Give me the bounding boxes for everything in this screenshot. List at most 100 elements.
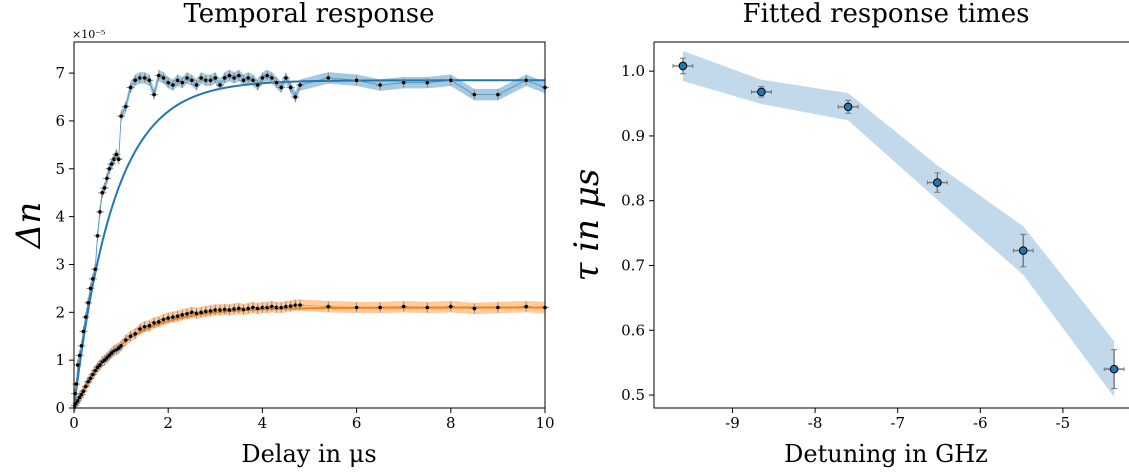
right-x-tick-label: -5: [1056, 414, 1071, 432]
left-y-tick-label: 5: [55, 160, 65, 178]
series-0-point: [204, 78, 208, 83]
tau-point: [1018, 246, 1028, 255]
left-chart-title: Temporal response: [183, 0, 434, 29]
series-1-point: [83, 384, 88, 389]
series-0-point: [496, 92, 500, 97]
series-1-point: [496, 305, 500, 310]
series-1-point: [95, 365, 100, 370]
series-1-band: [74, 299, 545, 412]
tau-band: [682, 50, 1115, 397]
right-y-tick-label: 0.7: [621, 256, 645, 274]
series-0-point: [274, 80, 279, 85]
fitted-response-times-panel: Fitted response times Detuning in GHz τ …: [567, 0, 1129, 468]
tau-point: [1109, 364, 1119, 374]
series-1-point: [260, 305, 265, 310]
series-1-point: [79, 392, 84, 397]
left-y-offset-label: ×10⁻⁵: [72, 28, 105, 41]
series-1-point: [116, 346, 121, 350]
series-0-point: [227, 73, 232, 78]
series-0-point: [91, 277, 95, 281]
series-1-point: [472, 306, 477, 311]
left-y-tick-label: 1: [55, 351, 65, 369]
tau-point: [933, 178, 942, 187]
right-chart-title: Fitted response times: [743, 0, 1030, 29]
series-0-point: [401, 80, 406, 85]
series-0-point: [222, 76, 227, 80]
series-0-point: [199, 76, 203, 80]
right-y-tick-label: 0.6: [621, 321, 645, 339]
series-1-point: [102, 358, 107, 362]
series-0-point: [279, 85, 284, 90]
right-x-tick-label: -7: [890, 414, 905, 432]
series-0-point: [232, 76, 236, 80]
series-0-point: [114, 152, 119, 157]
series-0-point: [472, 92, 477, 97]
series-0-point: [180, 80, 185, 85]
series-0-point: [265, 73, 269, 78]
series-0-point: [83, 315, 88, 319]
series-0-point: [107, 166, 112, 171]
series-0-point: [93, 267, 97, 272]
series-0-point: [116, 157, 121, 162]
series-0-point: [147, 78, 152, 83]
series-0-point: [161, 76, 166, 80]
series-0-point: [156, 73, 161, 78]
series-1-point: [81, 389, 86, 394]
series-0-point: [81, 329, 86, 334]
series-1-point: [293, 303, 298, 307]
left-x-tick-label: 6: [352, 414, 362, 432]
series-1-point: [86, 379, 90, 384]
series-1-point: [124, 338, 128, 342]
series-0-point: [119, 114, 123, 118]
series-1-point: [77, 395, 82, 400]
series-1-fit-curve: [73, 306, 546, 409]
series-1-point: [107, 353, 112, 358]
series-1-data-line: [74, 304, 546, 406]
series-0-point: [109, 162, 114, 166]
left-y-tick-label: 4: [55, 208, 65, 226]
series-0-point: [77, 353, 82, 358]
series-0-band: [74, 69, 545, 400]
left-x-tick-label: 2: [163, 414, 173, 432]
right-y-tick-label: 0.9: [621, 127, 645, 145]
series-0-point: [298, 83, 302, 87]
series-1-point: [161, 317, 166, 322]
series-0-point: [175, 78, 180, 83]
left-y-axis-label: Δn: [9, 202, 49, 250]
series-1-point: [88, 376, 93, 381]
series-0-point: [95, 233, 100, 238]
series-0-point: [284, 76, 288, 80]
series-0-point: [171, 83, 175, 87]
series-0-point: [133, 78, 138, 83]
series-0-point: [354, 78, 359, 83]
series-0-point: [255, 83, 260, 87]
right-y-tick-label: 1.0: [621, 62, 645, 80]
series-1-point: [298, 303, 302, 307]
series-0-point: [189, 78, 194, 83]
left-x-tick-label: 10: [535, 414, 554, 432]
series-1-point: [274, 305, 279, 310]
right-x-tick-label: -6: [973, 414, 988, 432]
series-0-point: [112, 157, 116, 162]
series-0-point: [237, 73, 241, 78]
series-0-point: [152, 92, 156, 97]
series-0-point: [102, 186, 107, 190]
series-0-point: [88, 286, 93, 291]
series-1-point: [185, 311, 189, 316]
right-x-tick-label: -9: [725, 414, 740, 432]
left-y-tick-label: 6: [55, 112, 65, 130]
series-0-point: [105, 176, 109, 181]
series-0-point: [124, 104, 128, 109]
series-0-point: [213, 76, 218, 80]
series-1-point: [119, 344, 123, 348]
left-y-tick-label: 2: [55, 303, 65, 321]
series-0-point: [194, 83, 199, 87]
series-0-point: [142, 76, 147, 80]
series-0-point: [79, 344, 84, 348]
left-x-tick-label: 8: [446, 414, 456, 432]
series-1-point: [147, 323, 152, 328]
right-plot-axes: [653, 42, 1129, 409]
series-0-point: [86, 300, 90, 305]
series-1-point: [109, 351, 114, 355]
